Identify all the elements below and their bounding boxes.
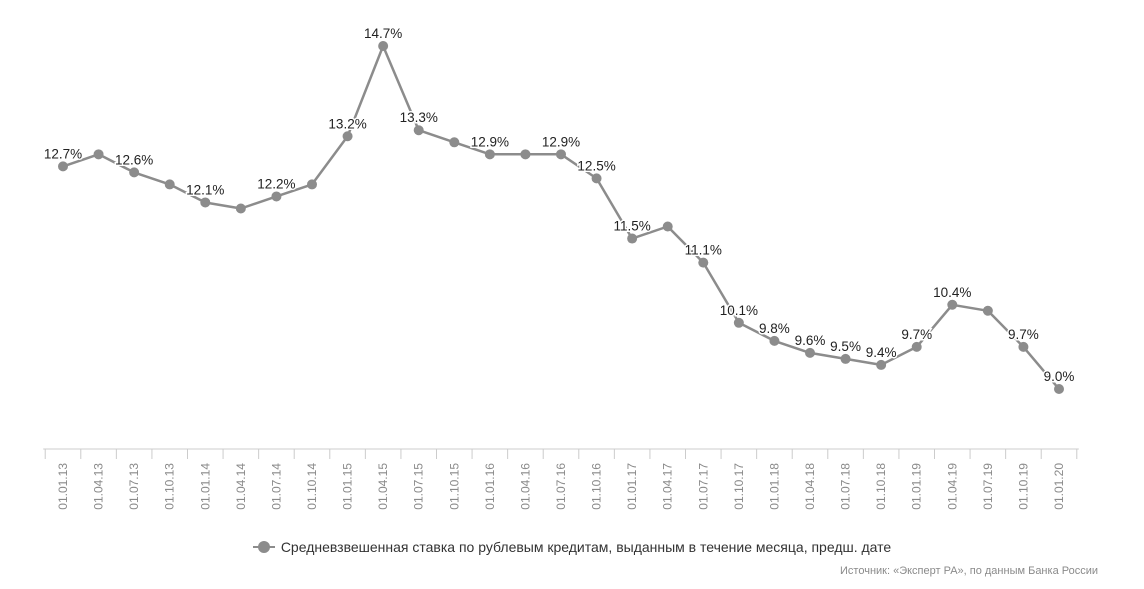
x-tick-label: 01.10.15 <box>447 463 461 510</box>
x-tick-label: 01.07.18 <box>839 463 853 510</box>
data-point <box>520 149 531 160</box>
x-tick-label: 01.07.16 <box>554 463 568 510</box>
data-label: 12.9% <box>471 134 509 149</box>
x-tick-label: 01.01.18 <box>767 463 781 510</box>
data-point <box>449 137 460 148</box>
x-tick-label: 01.04.17 <box>661 463 675 510</box>
data-point <box>271 191 282 202</box>
data-label: 9.8% <box>759 321 790 336</box>
data-point <box>627 233 638 244</box>
data-point <box>698 257 709 268</box>
x-tick-label: 01.04.14 <box>234 463 248 510</box>
data-point <box>93 149 104 160</box>
x-tick-label: 01.01.20 <box>1052 463 1066 510</box>
x-tick-label: 01.10.19 <box>1016 463 1030 510</box>
data-label: 12.1% <box>186 182 224 197</box>
data-point <box>947 299 958 310</box>
data-label: 12.7% <box>44 146 82 161</box>
x-tick-label: 01.10.17 <box>732 463 746 510</box>
x-tick-label: 01.07.14 <box>269 463 283 510</box>
data-label: 13.2% <box>328 116 366 131</box>
legend-label: Средневзвешенная ставка по рублевым кред… <box>280 539 892 555</box>
data-label: 9.0% <box>1044 369 1075 384</box>
data-point <box>769 335 780 346</box>
data-point <box>129 167 140 178</box>
data-point <box>982 305 993 316</box>
data-point <box>911 341 922 352</box>
data-label: 10.1% <box>720 303 758 318</box>
x-tick-label: 01.01.16 <box>483 463 497 510</box>
data-point <box>413 125 424 136</box>
data-point <box>591 173 602 184</box>
data-point <box>1054 384 1064 394</box>
x-tick-label: 01.07.17 <box>696 463 710 510</box>
data-label: 12.2% <box>257 176 295 191</box>
data-point <box>484 149 495 160</box>
data-label: 13.3% <box>400 110 438 125</box>
legend-marker-icon <box>252 541 275 553</box>
x-tick-label: 01.01.17 <box>625 463 639 510</box>
data-label-layer: 12.7% 12.6% 12.1% 12.2% 13.2% 14.7% 13.3% 12.9%… <box>42 25 1076 386</box>
data-point <box>733 317 744 328</box>
data-point <box>342 131 353 142</box>
data-label: 9.7% <box>901 327 932 342</box>
data-label: 9.4% <box>866 345 897 360</box>
x-tick-label: 01.04.18 <box>803 463 817 510</box>
x-tick-label: 01.10.14 <box>305 463 319 510</box>
data-point <box>662 221 673 232</box>
data-label: 12.5% <box>577 158 615 173</box>
data-point <box>876 359 887 370</box>
x-tick-label: 01.01.14 <box>198 463 212 510</box>
data-point <box>307 179 317 190</box>
line-chart: 12.7% 12.6% 12.1% 12.2% 13.2% 14.7% 13.3% 12.9%… <box>42 25 1079 510</box>
data-point <box>1018 341 1029 352</box>
data-label: 9.5% <box>830 339 861 354</box>
x-tick-label: 01.04.15 <box>376 463 390 510</box>
data-point <box>164 179 175 190</box>
x-tick-label: 01.04.19 <box>945 463 959 510</box>
x-tick-label: 01.07.13 <box>127 463 141 510</box>
data-label: 10.4% <box>933 285 971 300</box>
x-tick-label: 01.01.19 <box>910 463 924 510</box>
data-point <box>235 203 246 214</box>
x-tick-label: 01.07.19 <box>981 463 995 510</box>
x-tick-label: 01.10.18 <box>874 463 888 510</box>
data-label: 12.9% <box>542 134 580 149</box>
data-point <box>200 197 211 208</box>
x-tick-label: 01.10.13 <box>163 463 177 510</box>
data-point <box>58 161 68 172</box>
data-label: 12.6% <box>115 152 153 167</box>
data-point <box>840 353 851 364</box>
data-label: 9.7% <box>1008 327 1039 342</box>
legend-item: Средневзвешенная ставка по рублевым кред… <box>252 539 892 555</box>
x-tick-label-layer: 01.01.13 01.04.13 01.07.13 01.10.13 01.01.14… <box>56 463 1066 510</box>
x-tick-label: 01.04.16 <box>518 463 532 510</box>
x-tick-label: 01.01.15 <box>341 463 355 510</box>
data-point <box>378 41 389 51</box>
data-point-layer <box>58 41 1064 394</box>
source-note: Источник: «Эксперт РА», по данным Банка … <box>840 565 1098 577</box>
data-label: 14.7% <box>364 26 402 41</box>
x-tick-label: 01.07.15 <box>412 463 426 510</box>
x-tick-label: 01.04.13 <box>92 463 106 510</box>
data-label: 9.6% <box>795 333 826 348</box>
x-tick-label: 01.01.13 <box>56 463 70 510</box>
data-label: 11.5% <box>614 219 651 234</box>
data-point <box>556 149 566 160</box>
x-tick-label: 01.10.16 <box>590 463 604 510</box>
legend: Средневзвешенная ставка по рублевым кред… <box>0 539 1144 556</box>
data-label: 11.1% <box>685 243 722 258</box>
data-point <box>805 347 815 358</box>
x-axis <box>43 448 1079 459</box>
